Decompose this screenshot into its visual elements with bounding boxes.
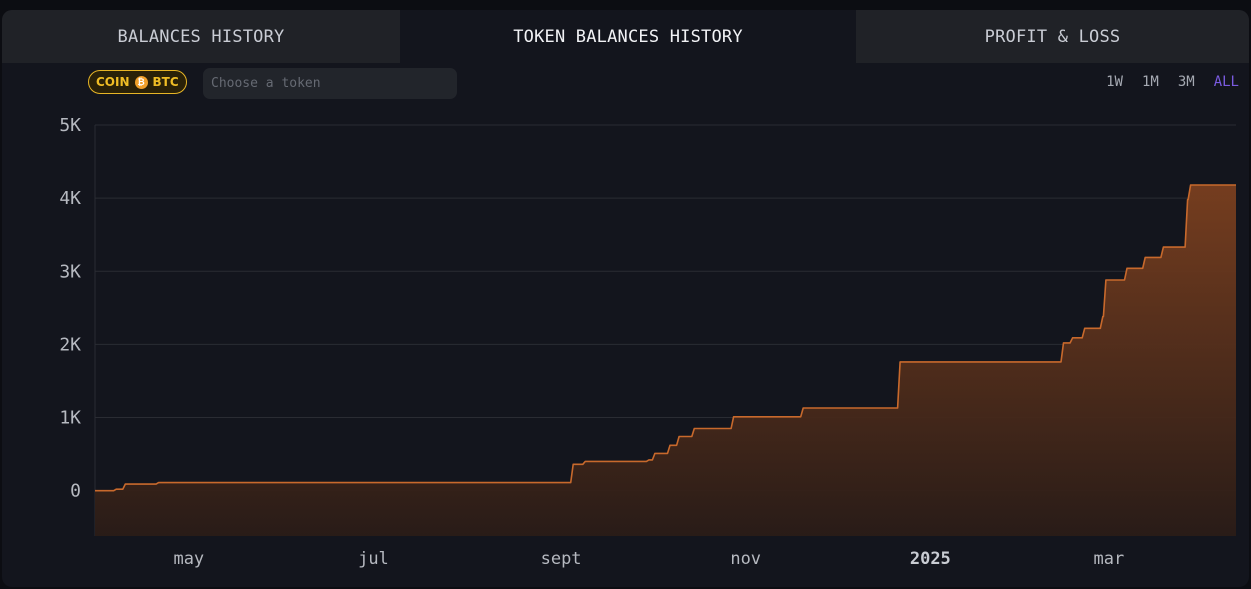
coin-symbol: BTC	[152, 75, 179, 89]
series-area-fill	[95, 185, 1236, 536]
x-tick-label: mar	[1094, 549, 1125, 569]
y-axis: 0 1K 2K 3K 4K 5K	[59, 115, 81, 502]
area-series	[95, 184, 1236, 536]
x-tick-label: jul	[358, 549, 389, 569]
coin-label: COIN	[96, 75, 130, 89]
balance-area-chart: 0 1K 2K 3K 4K 5K may jul sept nov 2025 mar	[59, 115, 1236, 569]
y-tick-label: 4K	[59, 188, 81, 209]
chart-controls: COIN ₿ BTC 1W 1M 3M ALL	[2, 68, 1249, 100]
y-tick-label: 2K	[59, 334, 81, 355]
tab-profit-and-loss[interactable]: PROFIT & LOSS	[856, 10, 1249, 63]
chart-panel: BALANCES HISTORY TOKEN BALANCES HISTORY …	[2, 10, 1249, 587]
tab-bar: BALANCES HISTORY TOKEN BALANCES HISTORY …	[2, 10, 1249, 63]
y-tick-label: 3K	[59, 261, 81, 282]
range-all[interactable]: ALL	[1213, 74, 1239, 90]
y-tick-label: 5K	[59, 115, 81, 136]
x-tick-label: sept	[541, 549, 582, 569]
y-tick-label: 0	[70, 481, 81, 502]
x-tick-label: may	[173, 549, 204, 569]
y-tick-label: 1K	[59, 408, 81, 429]
tab-balances-history[interactable]: BALANCES HISTORY	[2, 10, 400, 63]
range-3m[interactable]: 3M	[1177, 74, 1195, 90]
time-range-selector: 1W 1M 3M ALL	[1106, 74, 1239, 90]
series-line	[95, 184, 1236, 492]
bitcoin-icon: ₿	[134, 75, 148, 89]
range-1w[interactable]: 1W	[1106, 74, 1123, 90]
range-1m[interactable]: 1M	[1141, 74, 1159, 90]
tab-token-balances-history[interactable]: TOKEN BALANCES HISTORY	[400, 10, 856, 63]
x-tick-label: nov	[730, 549, 761, 569]
token-search-input[interactable]	[203, 68, 457, 99]
x-axis: may jul sept nov 2025 mar	[173, 549, 1124, 569]
coin-filter-chip[interactable]: COIN ₿ BTC	[88, 70, 187, 94]
x-tick-label: 2025	[910, 549, 951, 569]
